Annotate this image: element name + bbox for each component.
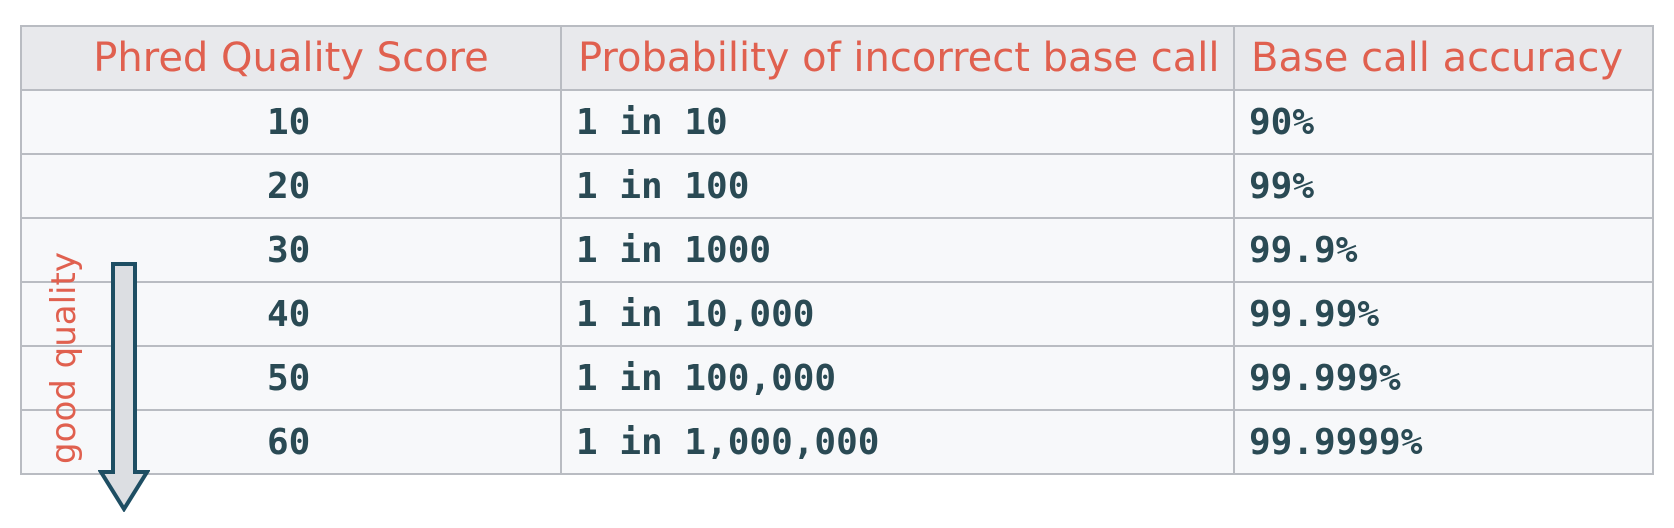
accuracy-cell: 99.9999% [1233,409,1654,475]
good-quality-label: good quality [44,252,84,464]
probability-cell: 1 in 1,000,000 [560,409,1235,475]
table-row: 30 1 in 1000 99.9% [20,217,1654,283]
score-value: 30 [267,229,311,271]
table-row: 20 1 in 100 99% [20,153,1654,219]
phred-quality-table: Phred Quality Score Probability of incor… [20,25,1654,475]
score-value: 50 [267,357,311,399]
score-cell: 10 [20,89,562,155]
accuracy-cell: 99.9% [1233,217,1654,283]
probability-cell: 1 in 10 [560,89,1235,155]
probability-cell: 1 in 100,000 [560,345,1235,411]
accuracy-cell: 99% [1233,153,1654,219]
probability-cell: 1 in 100 [560,153,1235,219]
header-phred-quality-score: Phred Quality Score [20,25,562,91]
header-base-call-accuracy: Base call accuracy [1233,25,1654,91]
table-row: 10 1 in 10 90% [20,89,1654,155]
score-value: 60 [267,421,311,463]
probability-cell: 1 in 10,000 [560,281,1235,347]
score-value: 10 [267,101,311,143]
score-cell: 60 [20,409,562,475]
header-probability-incorrect: Probability of incorrect base call [560,25,1235,91]
score-value: 40 [267,293,311,335]
probability-cell: 1 in 1000 [560,217,1235,283]
table-row: 60 1 in 1,000,000 99.9999% [20,409,1654,475]
table-row: 50 1 in 100,000 99.999% [20,345,1654,411]
down-arrow-icon [98,262,150,512]
accuracy-cell: 90% [1233,89,1654,155]
accuracy-cell: 99.99% [1233,281,1654,347]
table-row: 40 1 in 10,000 99.99% [20,281,1654,347]
score-cell: 20 [20,153,562,219]
accuracy-cell: 99.999% [1233,345,1654,411]
header-row: Phred Quality Score Probability of incor… [20,25,1654,91]
score-value: 20 [267,165,311,207]
